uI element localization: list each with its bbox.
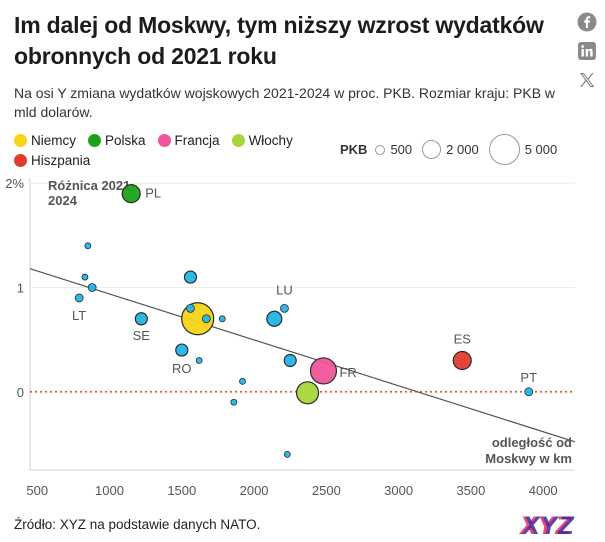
- x-tick-label: 3000: [384, 483, 413, 498]
- data-point: [283, 450, 291, 458]
- chart-subtitle: Na osi Y zmiana wydatków wojskowych 2021…: [14, 85, 556, 120]
- data-point: [239, 377, 246, 385]
- linkedin-icon[interactable]: [577, 41, 597, 61]
- y-tick-label: 0: [17, 385, 24, 400]
- svg-text:XYZ: XYZ: [518, 513, 572, 537]
- legend-item-wlochy: Włochy: [231, 133, 293, 148]
- y-tick-label: 1: [17, 281, 24, 296]
- x-axis-label: odległość od Moskwy w km: [485, 435, 572, 466]
- x-tick-label: 4000: [529, 483, 558, 498]
- legend-item-francja: Francja: [157, 133, 220, 148]
- legend-item-hiszpania: Hiszpania: [14, 153, 90, 168]
- trend-line: [29, 268, 576, 443]
- data-point: [74, 293, 84, 303]
- size-legend-small: 500: [375, 142, 412, 157]
- x-tick-label: 2000: [240, 483, 269, 498]
- data-point: [175, 343, 189, 357]
- source-note: Źródło: XYZ na podstawie danych NATO.: [14, 517, 261, 532]
- size-legend-label: PKB: [340, 142, 368, 157]
- legend-dot: [88, 133, 102, 147]
- x-tick-label: 1000: [95, 483, 124, 498]
- svg-text:XYZ: XYZ: [521, 513, 575, 537]
- data-point: [218, 315, 226, 323]
- data-point: [84, 242, 92, 250]
- point-label: LU: [276, 282, 293, 297]
- size-legend-large: 5 000: [488, 134, 557, 165]
- point-label: PL: [145, 186, 161, 201]
- data-point: [280, 303, 289, 313]
- point-label: SE: [133, 328, 151, 343]
- point-label: PT: [520, 370, 537, 385]
- share-bar: [577, 12, 599, 99]
- legend-dot: [231, 133, 245, 147]
- x-tick-label: 500: [26, 483, 48, 498]
- data-point: [295, 381, 320, 405]
- data-point: [183, 270, 198, 284]
- legend-dot: [14, 133, 27, 147]
- data-point: [283, 353, 297, 368]
- data-point: [452, 350, 472, 371]
- data-point: [266, 310, 283, 327]
- legend-dot: [14, 153, 27, 167]
- data-point: [121, 184, 141, 204]
- x-tick-label: 2500: [312, 483, 341, 498]
- legend-dot: [157, 133, 171, 147]
- facebook-icon[interactable]: [577, 12, 597, 32]
- data-point: [309, 357, 338, 385]
- y-axis-label: Różnica 2021-2024: [48, 178, 135, 208]
- x-tick-label: 3500: [456, 483, 485, 498]
- data-point: [87, 283, 97, 292]
- point-label: RO: [172, 361, 192, 376]
- data-point: [195, 357, 203, 364]
- data-point: [230, 398, 238, 406]
- point-label: FR: [339, 365, 356, 380]
- data-point: [524, 387, 534, 397]
- legend-item-polska: Polska: [88, 133, 146, 148]
- point-label: ES: [454, 332, 472, 347]
- xyz-logo: XYZ XYZ: [518, 512, 602, 542]
- data-point: [134, 312, 148, 326]
- x-tick-label: 1500: [167, 483, 196, 498]
- y-tick-label: 2%: [5, 176, 24, 191]
- legend-item-niemcy: Niemcy: [14, 133, 76, 148]
- data-point: [201, 314, 211, 324]
- size-legend: PKB 500 2 000 5 000: [340, 134, 567, 165]
- x-icon[interactable]: [577, 70, 597, 90]
- point-label: LT: [72, 308, 86, 323]
- scatter-chart: 2% 1 0 500 1000 1500 2000 2500 3000 3500 4000 Różni…: [5, 176, 576, 498]
- color-legend: Niemcy Polska Francja Włochy Hiszpania: [14, 130, 305, 170]
- chart-title: Im dalej od Moskwy, tym niższy wzrost wy…: [14, 12, 544, 69]
- data-point: [186, 303, 195, 313]
- data-point: [81, 273, 89, 281]
- size-legend-medium: 2 000: [422, 140, 479, 159]
